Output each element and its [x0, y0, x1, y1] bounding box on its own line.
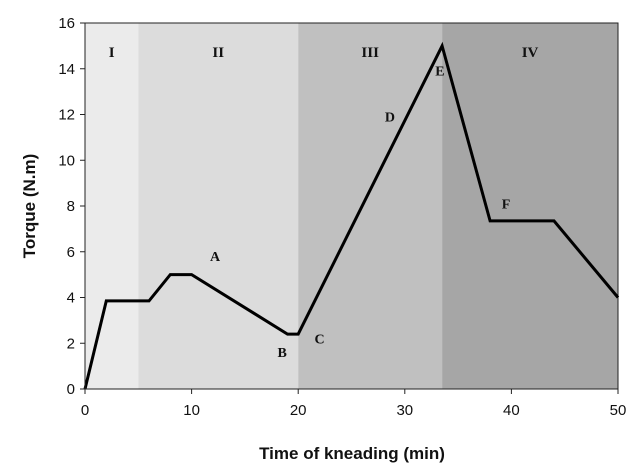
- region-band-2: [138, 23, 299, 389]
- point-label-d: D: [385, 110, 395, 125]
- y-tick-label: 14: [58, 61, 75, 78]
- x-axis-title: Time of kneading (min): [259, 444, 445, 463]
- y-axis: 0 2 4 6 8 10 12 14 16: [58, 15, 86, 398]
- x-tick-label: 0: [81, 402, 89, 419]
- y-tick-label: 8: [67, 198, 75, 215]
- y-tick-label: 4: [67, 290, 75, 307]
- y-tick-label: 6: [67, 244, 75, 261]
- x-tick-label: 10: [183, 402, 200, 419]
- point-label-a: A: [210, 250, 221, 265]
- region-label-4: IV: [522, 45, 539, 61]
- region-label-3: III: [361, 45, 379, 61]
- region-label-1: I: [109, 45, 115, 61]
- point-label-f: F: [502, 197, 511, 212]
- region-band-1: [85, 23, 139, 389]
- region-bands: [85, 23, 618, 389]
- point-annotations: A B C D E F: [210, 65, 510, 361]
- series-line-1: [83, 41, 620, 390]
- region-labels: I II III IV: [109, 45, 539, 61]
- region-band-3: [298, 23, 443, 389]
- y-tick-label: 0: [67, 381, 75, 398]
- x-tick-label: 20: [290, 402, 307, 419]
- point-label-c: C: [314, 332, 324, 347]
- x-tick-label: 50: [610, 402, 627, 419]
- x-axis: 0 10 20 30 40 50: [81, 388, 627, 419]
- x-tick-label: 30: [396, 402, 413, 419]
- y-tick-label: 10: [58, 152, 75, 169]
- region-band-4: [442, 23, 618, 389]
- y-tick-label: 2: [67, 335, 75, 352]
- point-label-b: B: [278, 346, 287, 361]
- x-tick-label: 40: [503, 402, 520, 419]
- region-label-2: II: [212, 45, 224, 61]
- y-axis-title: Torque (N.m): [20, 154, 39, 259]
- series-lines: [83, 41, 620, 390]
- y-tick-label: 12: [58, 107, 75, 124]
- point-label-e: E: [435, 65, 444, 80]
- y-tick-label: 16: [58, 15, 75, 32]
